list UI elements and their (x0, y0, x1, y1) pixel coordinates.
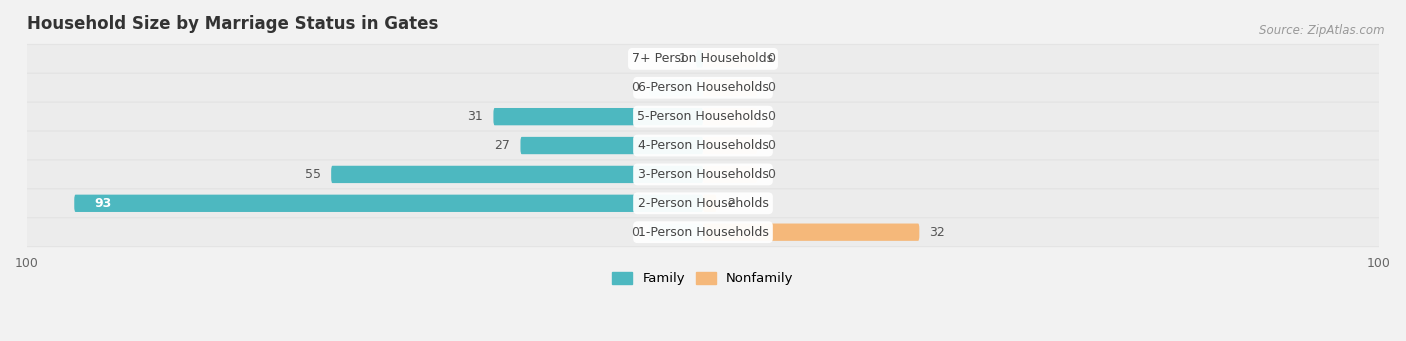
FancyBboxPatch shape (20, 103, 1386, 131)
FancyBboxPatch shape (14, 188, 1392, 218)
Text: 6-Person Households: 6-Person Households (637, 81, 769, 94)
FancyBboxPatch shape (14, 73, 1392, 103)
FancyBboxPatch shape (650, 223, 703, 241)
Text: Source: ZipAtlas.com: Source: ZipAtlas.com (1260, 24, 1385, 37)
FancyBboxPatch shape (20, 218, 1386, 246)
FancyBboxPatch shape (494, 108, 703, 125)
FancyBboxPatch shape (703, 195, 717, 212)
FancyBboxPatch shape (20, 74, 1386, 102)
Text: 3-Person Households: 3-Person Households (637, 168, 769, 181)
Text: 55: 55 (305, 168, 321, 181)
FancyBboxPatch shape (703, 108, 756, 125)
Text: 0: 0 (631, 81, 638, 94)
Text: 32: 32 (929, 226, 945, 239)
Text: 5-Person Households: 5-Person Households (637, 110, 769, 123)
Text: 4-Person Households: 4-Person Households (637, 139, 769, 152)
FancyBboxPatch shape (14, 102, 1392, 132)
FancyBboxPatch shape (703, 137, 756, 154)
Text: 0: 0 (768, 81, 775, 94)
FancyBboxPatch shape (14, 131, 1392, 161)
Text: 93: 93 (94, 197, 112, 210)
Legend: Family, Nonfamily: Family, Nonfamily (607, 267, 799, 291)
FancyBboxPatch shape (703, 223, 920, 241)
FancyBboxPatch shape (650, 79, 703, 97)
Text: 1: 1 (678, 53, 686, 65)
FancyBboxPatch shape (20, 45, 1386, 73)
FancyBboxPatch shape (332, 166, 703, 183)
Text: 1-Person Households: 1-Person Households (637, 226, 769, 239)
FancyBboxPatch shape (703, 79, 756, 97)
FancyBboxPatch shape (20, 190, 1386, 217)
Text: 0: 0 (768, 139, 775, 152)
Text: 27: 27 (495, 139, 510, 152)
Text: 7+ Person Households: 7+ Person Households (633, 53, 773, 65)
FancyBboxPatch shape (14, 217, 1392, 247)
Text: 31: 31 (468, 110, 484, 123)
Text: 2: 2 (727, 197, 734, 210)
Text: 0: 0 (768, 168, 775, 181)
FancyBboxPatch shape (703, 50, 756, 68)
FancyBboxPatch shape (14, 159, 1392, 190)
FancyBboxPatch shape (14, 44, 1392, 74)
FancyBboxPatch shape (520, 137, 703, 154)
FancyBboxPatch shape (703, 166, 756, 183)
Text: 0: 0 (768, 110, 775, 123)
Text: Household Size by Marriage Status in Gates: Household Size by Marriage Status in Gat… (27, 15, 439, 33)
FancyBboxPatch shape (75, 195, 703, 212)
Text: 2-Person Households: 2-Person Households (637, 197, 769, 210)
FancyBboxPatch shape (20, 132, 1386, 159)
FancyBboxPatch shape (20, 161, 1386, 188)
FancyBboxPatch shape (696, 50, 703, 68)
Text: 0: 0 (631, 226, 638, 239)
Text: 0: 0 (768, 53, 775, 65)
